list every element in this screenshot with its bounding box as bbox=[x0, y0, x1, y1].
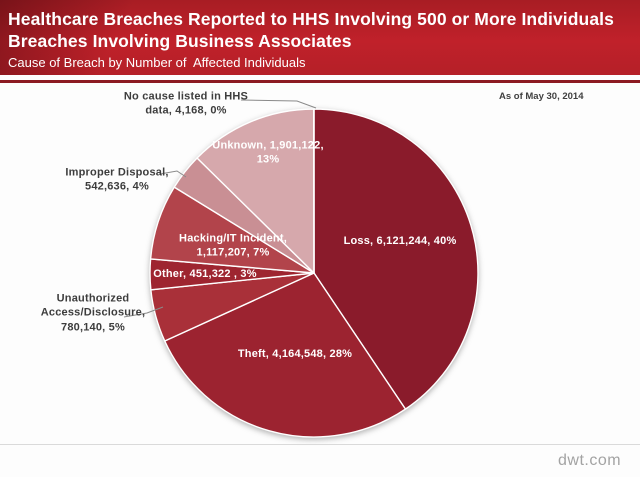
pie-slice-loss bbox=[313, 108, 479, 410]
as-of-date-label: As of May 30, 2014 bbox=[499, 91, 584, 102]
leader-line-unauthorized_access_disclosure bbox=[123, 306, 164, 318]
page-title-line-2: Breaches Involving Business Associates bbox=[8, 31, 352, 51]
header-divider bbox=[0, 80, 640, 83]
leader-line-improper_disposal bbox=[159, 170, 187, 178]
header-banner: Healthcare Breaches Reported to HHS Invo… bbox=[0, 0, 640, 75]
page-subtitle: Cause of Breach by Number of Affected In… bbox=[8, 55, 306, 70]
pie-slice-unknown bbox=[196, 108, 315, 274]
page-title-line-1: Healthcare Breaches Reported to HHS Invo… bbox=[8, 9, 614, 29]
leader-line-no_cause bbox=[240, 99, 317, 109]
site-watermark: dwt.com bbox=[558, 452, 622, 469]
footer-divider bbox=[0, 444, 640, 445]
